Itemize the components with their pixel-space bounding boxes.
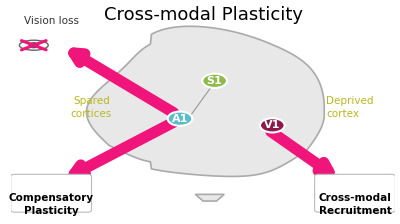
- Text: Deprived
cortex: Deprived cortex: [326, 96, 374, 119]
- Polygon shape: [195, 194, 224, 201]
- Circle shape: [260, 118, 285, 132]
- Circle shape: [202, 74, 227, 88]
- Text: Spared
cortices: Spared cortices: [71, 96, 112, 119]
- Circle shape: [28, 42, 39, 48]
- Text: Vision loss: Vision loss: [24, 16, 79, 26]
- Ellipse shape: [19, 40, 48, 50]
- Polygon shape: [86, 26, 324, 177]
- Text: V1: V1: [264, 120, 280, 130]
- Text: Cross-modal Plasticity: Cross-modal Plasticity: [104, 6, 302, 24]
- Text: Compensatory
Plasticity: Compensatory Plasticity: [8, 193, 94, 216]
- Text: Cross-modal
Recruitment: Cross-modal Recruitment: [318, 193, 392, 216]
- Text: S1: S1: [207, 76, 222, 86]
- Text: A1: A1: [172, 114, 188, 124]
- FancyBboxPatch shape: [315, 174, 396, 212]
- FancyBboxPatch shape: [11, 174, 92, 212]
- Circle shape: [168, 112, 192, 126]
